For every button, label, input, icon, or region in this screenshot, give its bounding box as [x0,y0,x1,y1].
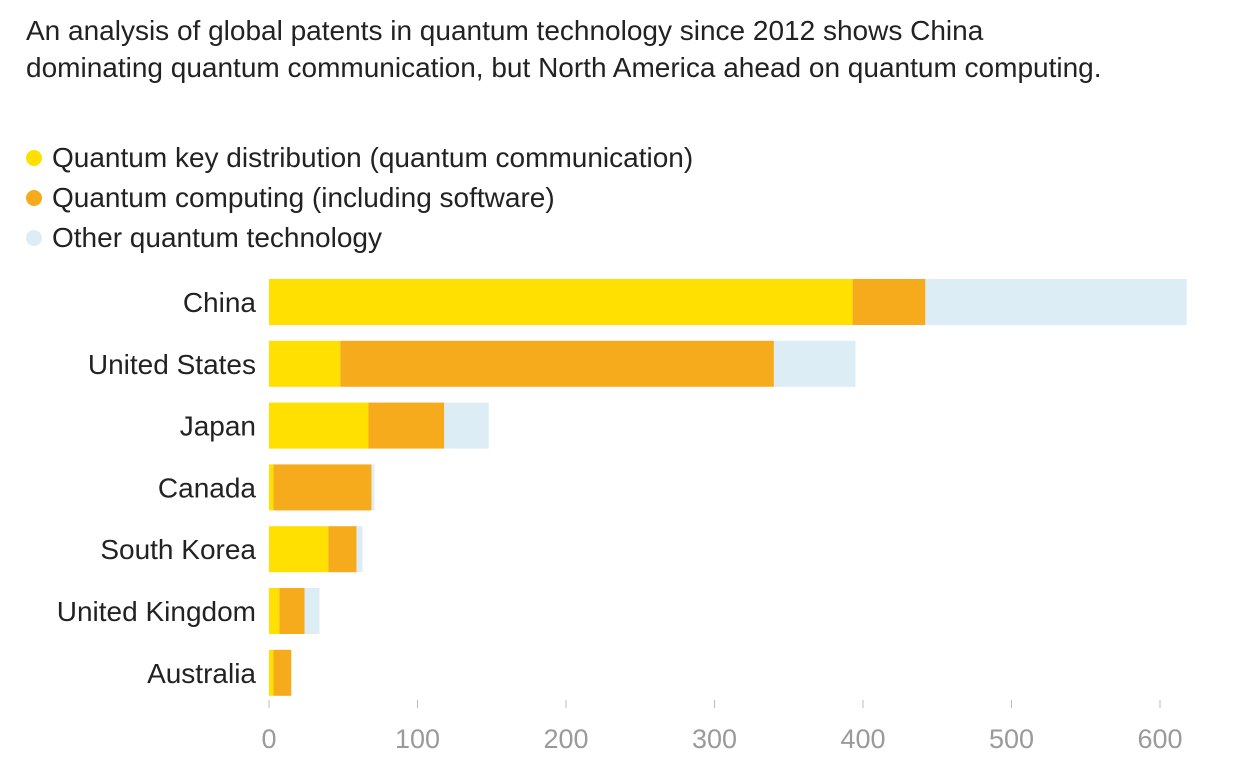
x-tick-label: 300 [692,724,737,754]
bar-segment [925,279,1187,325]
x-tick-label: 200 [543,724,588,754]
category-label: South Korea [100,534,256,565]
legend-label: Quantum computing (including software) [52,182,555,213]
bar-segment [773,340,856,387]
category-label: Japan [180,411,256,442]
legend-swatch [26,150,42,166]
legend-label: Other quantum technology [52,222,382,253]
legend-swatch [26,190,42,206]
bar-segment [279,588,305,634]
bar-segment [328,526,357,573]
x-tick-label: 400 [840,724,885,754]
category-label: United States [88,349,256,380]
bar-segment [356,526,363,573]
bar-segment [269,588,280,634]
bar-segment [269,279,853,325]
legend-swatch [26,230,42,246]
bar-segment [273,649,292,696]
bar-segment [269,526,329,573]
legend-label: Quantum key distribution (quantum commun… [52,142,694,173]
legend-item: Quantum key distribution (quantum commun… [26,138,693,178]
legend-item: Quantum computing (including software) [26,178,693,218]
bar-segment [269,402,369,449]
legend: Quantum key distribution (quantum commun… [26,138,693,258]
bar-segment [273,464,372,511]
legend-item: Other quantum technology [26,218,693,258]
category-label: United Kingdom [57,596,256,627]
category-label: Canada [158,472,257,503]
x-tick-label: 0 [261,724,276,754]
category-label: China [183,287,257,318]
x-tick-label: 500 [989,724,1034,754]
x-tick-label: 100 [395,724,440,754]
bar-segment [444,402,489,449]
bar-segment [852,279,926,325]
bar-segment [269,464,274,511]
bar-segment [368,402,445,449]
x-tick-label: 600 [1137,724,1182,754]
bar-segment [340,340,774,387]
category-label: Australia [147,658,256,689]
bar-segment [304,588,320,634]
chart-subtitle: An analysis of global patents in quantum… [26,15,1102,83]
bar-segment [269,649,274,696]
bar-segment [269,340,341,387]
bar-segment [371,464,375,511]
